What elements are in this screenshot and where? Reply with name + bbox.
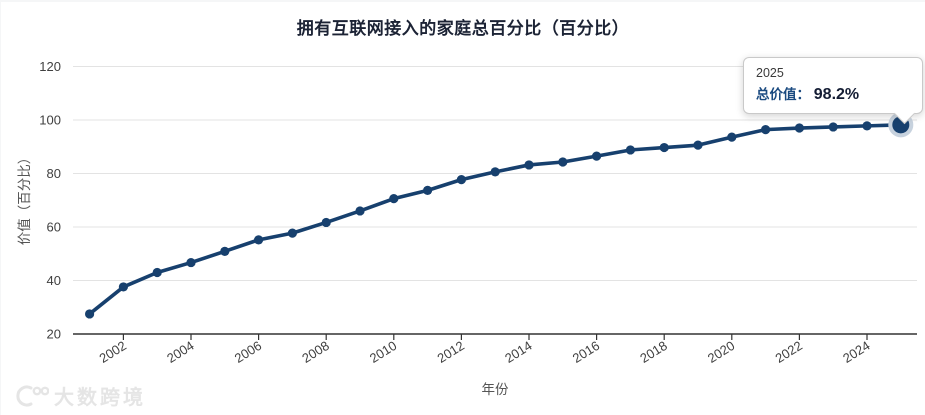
data-point[interactable] <box>558 157 568 167</box>
data-point[interactable] <box>592 151 602 161</box>
y-axis-title: 价值（百分比） <box>17 151 32 246</box>
watermark: 大数跨境 <box>15 381 146 410</box>
data-point[interactable] <box>287 228 297 238</box>
x-tick-label: 2002 <box>97 338 129 366</box>
x-axis-title: 年份 <box>482 382 509 397</box>
data-point[interactable] <box>152 267 162 278</box>
tooltip: 2025 总价值： 98.2% <box>743 57 923 125</box>
data-point[interactable] <box>727 132 737 142</box>
rings-logo-icon <box>16 385 49 406</box>
data-point[interactable] <box>794 123 805 133</box>
x-tick-label: 2008 <box>299 338 331 366</box>
y-tick-label: 60 <box>47 220 61 235</box>
x-tick-label: 2010 <box>367 338 399 366</box>
data-point[interactable] <box>389 194 399 204</box>
data-point[interactable] <box>355 206 365 216</box>
x-tick-label: 2006 <box>232 338 264 366</box>
x-tick-label: 2014 <box>502 338 534 366</box>
data-point[interactable] <box>321 217 331 228</box>
x-tick-label: 2020 <box>705 338 737 366</box>
data-point[interactable] <box>862 121 872 131</box>
data-point[interactable] <box>456 175 466 185</box>
y-tick-label: 40 <box>47 273 61 288</box>
data-point[interactable] <box>490 167 500 177</box>
tooltip-value: 98.2% <box>813 86 860 103</box>
data-point[interactable] <box>524 160 534 170</box>
tooltip-year: 2025 <box>756 66 784 80</box>
watermark-text: 大数跨境 <box>54 387 146 409</box>
x-tick-label: 2024 <box>840 338 872 366</box>
data-point[interactable] <box>761 125 771 135</box>
y-tick-label: 100 <box>39 113 61 128</box>
x-tick-label: 2022 <box>773 338 805 366</box>
y-tick-label: 20 <box>47 327 61 342</box>
data-point[interactable] <box>828 122 838 132</box>
data-point[interactable] <box>186 257 196 268</box>
data-point[interactable] <box>693 140 703 150</box>
data-point[interactable] <box>220 246 230 256</box>
data-point[interactable] <box>254 235 264 245</box>
tooltip-series-label: 总价值： <box>756 87 810 102</box>
data-point[interactable] <box>118 282 128 292</box>
data-point[interactable] <box>423 185 433 195</box>
y-tick-label: 80 <box>47 166 61 181</box>
x-tick-label: 2012 <box>435 338 467 366</box>
chart-title: 拥有互联网接入的家庭总百分比（百分比） <box>296 19 630 38</box>
x-tick-label: 2016 <box>570 338 602 366</box>
x-tick-label: 2018 <box>637 338 669 366</box>
series-line <box>87 123 903 316</box>
data-point[interactable] <box>659 142 669 153</box>
y-tick-label: 120 <box>39 59 61 74</box>
data-point[interactable] <box>85 309 95 319</box>
data-point[interactable] <box>625 145 636 155</box>
x-tick-label: 2004 <box>164 338 196 366</box>
